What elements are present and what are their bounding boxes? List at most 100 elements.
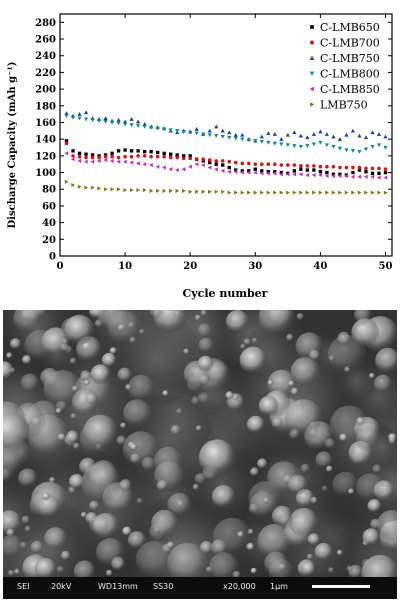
data-point [272,171,277,176]
sem-particle [279,514,294,529]
data-point [142,122,147,126]
data-point [357,133,362,138]
sem-particle [263,497,270,504]
data-point [116,121,121,126]
series-c-lmb800 [64,114,388,154]
data-point [188,156,192,161]
y-tick-label: 280 [35,18,56,29]
data-point [357,174,362,179]
data-point [103,187,108,192]
data-point [370,171,375,176]
data-point [123,187,128,193]
data-point [311,132,316,136]
sem-scale-bar [312,585,370,588]
data-point [376,143,382,148]
sem-particle [198,374,210,386]
data-point [299,190,303,195]
data-point [168,155,173,160]
sem-particle [327,335,368,375]
sem-particle [239,346,267,374]
data-point [318,170,323,174]
sem-particle [248,503,259,514]
sem-particle [3,447,22,484]
data-point [207,128,212,133]
data-point [357,168,362,172]
data-point [259,139,264,144]
y-tick-label: 20 [42,235,56,246]
legend-marker [310,25,314,29]
data-point [234,190,238,195]
data-point [136,187,141,193]
data-point [364,190,369,195]
sem-particle [337,331,351,346]
data-point [77,151,82,156]
data-point [123,154,127,159]
data-point [227,190,232,195]
sem-particle [246,415,265,434]
data-point [97,155,101,160]
sem-particle [83,379,90,386]
sem-particle [162,390,169,397]
data-point [363,135,369,140]
data-point [279,172,284,177]
data-point [84,155,88,160]
data-point [260,162,264,166]
data-point [233,136,238,141]
data-point [175,188,180,194]
sem-particle [167,542,208,584]
sem-particle [8,570,15,577]
data-point [97,186,102,191]
data-point [70,115,76,120]
data-point [90,118,95,123]
data-point [246,161,251,166]
sem-particle [243,338,252,346]
sem-particle [3,534,24,559]
sem-particle [106,569,113,577]
data-point [227,169,231,174]
data-point [331,134,336,139]
sem-particle [271,417,283,429]
y-tick-label: 80 [42,185,56,196]
sem-particle [56,565,65,574]
data-point [292,172,297,177]
data-point [298,145,303,149]
sem-particle [22,355,32,365]
data-point [103,157,108,163]
sem-particle [96,538,125,567]
data-point [305,168,310,172]
data-point [175,153,179,157]
plot-axes: 0 10 20 30 40 50 0 20 40 60 80 100 120 140 160 180 200 22… [35,13,393,272]
data-point [194,131,199,136]
data-point [181,156,186,161]
sem-particle [372,464,382,474]
sem-particle [369,372,375,379]
data-point [279,142,284,147]
data-point [363,147,369,152]
data-point [305,164,310,168]
sem-particle [198,337,214,353]
data-point [344,165,349,170]
data-point [338,165,342,170]
sem-particle [3,361,14,380]
data-point [344,132,349,137]
data-point [220,128,225,133]
data-point [350,174,355,179]
sem-particle [314,542,333,562]
sem-particle [107,310,142,345]
legend-marker [310,102,315,107]
data-point [286,190,290,195]
data-point [214,162,218,166]
sem-particle [339,433,348,442]
data-point [207,158,212,162]
data-point [318,190,323,195]
sem-particle [49,477,56,484]
y-axis-label: Discharge Capacity (mAh g⁻¹) [7,62,18,229]
data-point [383,190,388,195]
data-point [110,154,114,159]
data-point [122,122,128,127]
sem-particle [89,500,100,511]
data-point [90,159,95,164]
sem-particle [14,568,20,575]
data-point [194,162,199,167]
data-point [136,149,140,153]
